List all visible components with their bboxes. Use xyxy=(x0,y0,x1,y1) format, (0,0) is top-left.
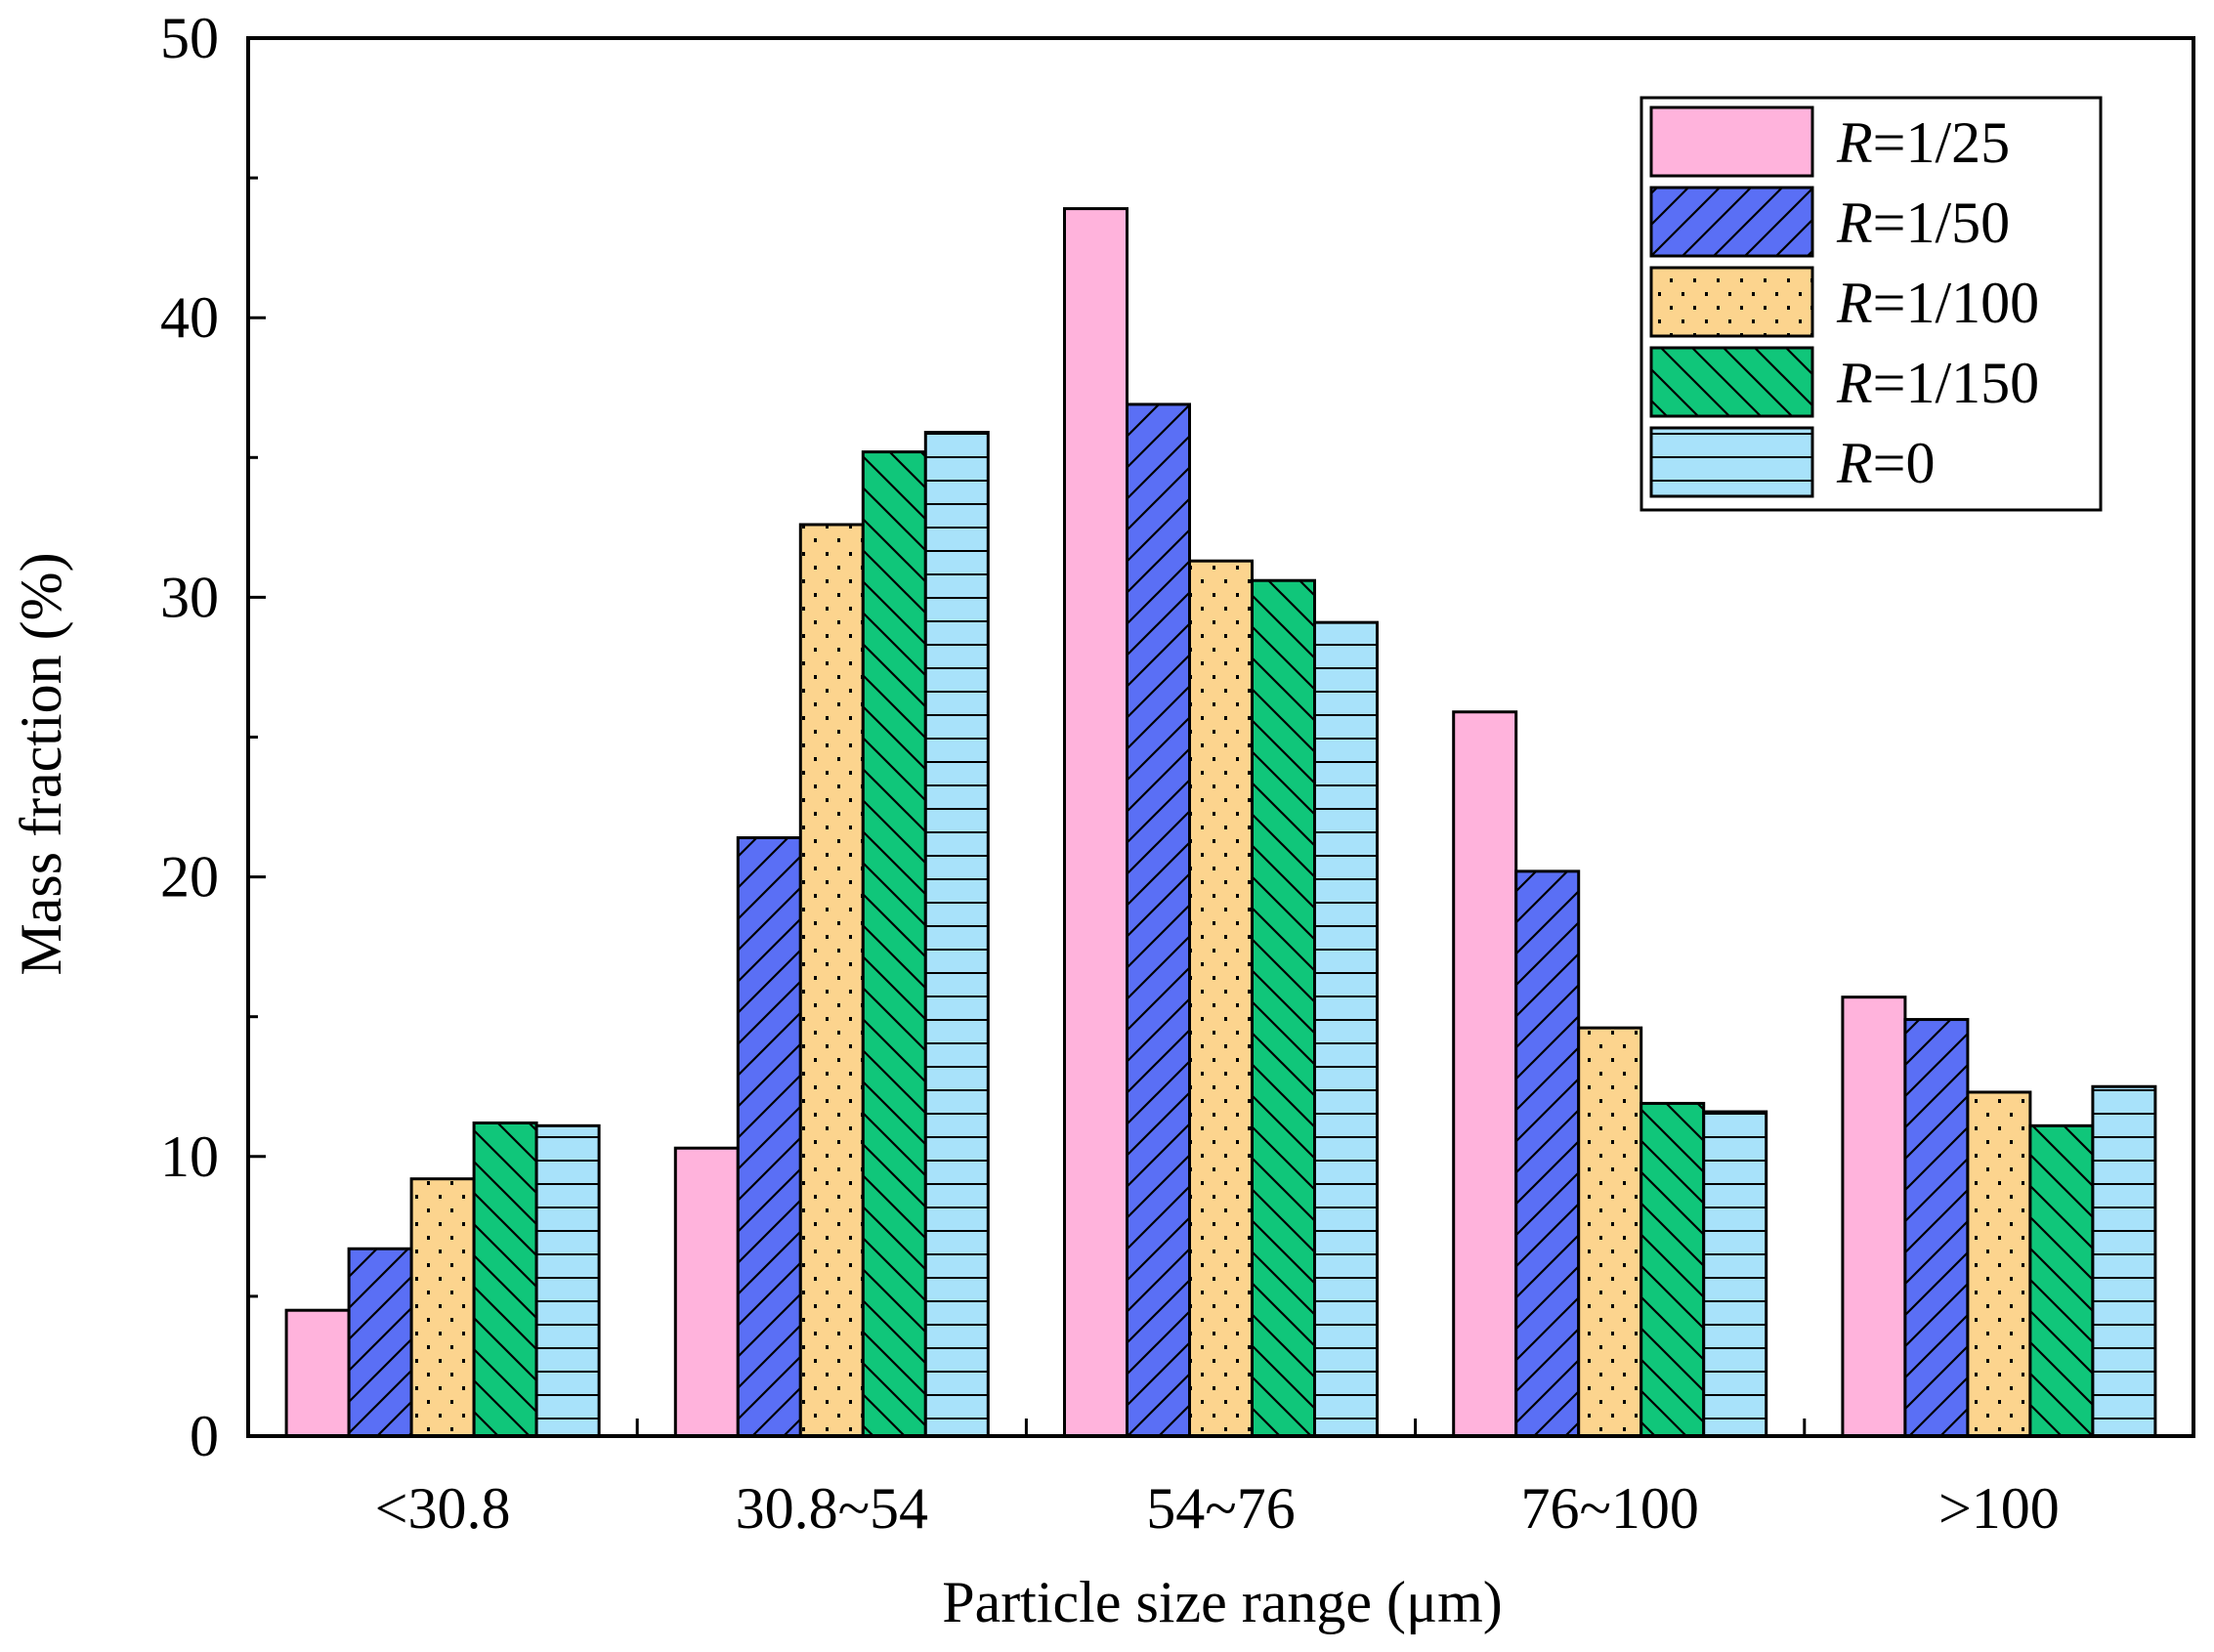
bar-r-0-0 xyxy=(534,1123,601,1438)
bar-r-1-100-2 xyxy=(1188,559,1254,1438)
legend-label: R=1/50 xyxy=(1836,191,2010,255)
y-tick-label: 30 xyxy=(160,565,219,629)
y-tick-label: 0 xyxy=(190,1404,219,1468)
bar-r-1-50-0 xyxy=(347,1247,413,1438)
plot-area: 0 10 20 30 40 50 <30.8 30.8~54 54~76 76~100 >100 xyxy=(160,6,2195,1541)
bar-r-1-100-1 xyxy=(798,523,865,1438)
x-tick-label: <30.8 xyxy=(375,1476,511,1541)
legend-swatch xyxy=(1649,186,1814,258)
y-tick-label: 10 xyxy=(160,1124,219,1189)
bar-r-1-25-4 xyxy=(1841,995,1907,1438)
x-axis-ticks: <30.8 30.8~54 54~76 76~100 >100 xyxy=(375,1419,2060,1541)
y-tick-label: 20 xyxy=(160,845,219,910)
y-tick-label: 50 xyxy=(160,6,219,70)
x-tick-label: >100 xyxy=(1938,1476,2060,1541)
legend: R=1/25 R=1/50 R=1/100 R=1/150 R=0 xyxy=(1639,96,2103,512)
legend-label: R=1/100 xyxy=(1836,271,2039,335)
x-tick-label: 76~100 xyxy=(1520,1476,1698,1541)
bar-r-1-50-3 xyxy=(1514,869,1581,1438)
bar-r-1-50-1 xyxy=(736,836,802,1438)
y-axis-label: Mass fraction (%) xyxy=(9,552,73,975)
bar-r-0-4 xyxy=(2091,1084,2157,1438)
legend-label: R=0 xyxy=(1836,431,1936,495)
y-axis-ticks: 0 10 20 30 40 50 xyxy=(160,6,266,1468)
legend-swatch xyxy=(1649,346,1814,418)
x-tick-label: 54~76 xyxy=(1146,1476,1295,1541)
bar-r-1-150-1 xyxy=(861,450,927,1438)
legend-label: R=1/25 xyxy=(1836,110,2010,175)
bar-r-1-50-4 xyxy=(1903,1018,1970,1438)
x-tick-label: 30.8~54 xyxy=(736,1476,928,1541)
bar-r-1-150-0 xyxy=(472,1121,538,1438)
bar-r-0-3 xyxy=(1702,1110,1768,1438)
bar-r-1-150-2 xyxy=(1251,578,1316,1438)
bar-r-1-25-2 xyxy=(1063,207,1128,1438)
bar-r-1-100-3 xyxy=(1577,1026,1643,1438)
bar-r-1-25-1 xyxy=(673,1146,740,1438)
bar-r-0-2 xyxy=(1313,620,1379,1438)
bar-r-1-150-3 xyxy=(1639,1101,1706,1438)
legend-swatch xyxy=(1649,106,1814,178)
bar-r-1-50-2 xyxy=(1126,402,1191,1438)
legend-swatch xyxy=(1649,266,1814,338)
legend-label: R=1/150 xyxy=(1836,351,2039,415)
legend-swatch xyxy=(1649,426,1814,498)
bars xyxy=(284,207,2157,1438)
bar-r-1-25-0 xyxy=(284,1308,351,1438)
x-axis-label: Particle size range (μm) xyxy=(942,1570,1503,1634)
bar-r-0-1 xyxy=(923,431,990,1438)
y-tick-label: 40 xyxy=(160,285,219,350)
bar-r-1-150-4 xyxy=(2028,1123,2095,1438)
bar-r-1-100-0 xyxy=(409,1177,476,1438)
bar-r-1-25-3 xyxy=(1452,710,1518,1438)
bar-r-1-100-4 xyxy=(1966,1090,2032,1438)
